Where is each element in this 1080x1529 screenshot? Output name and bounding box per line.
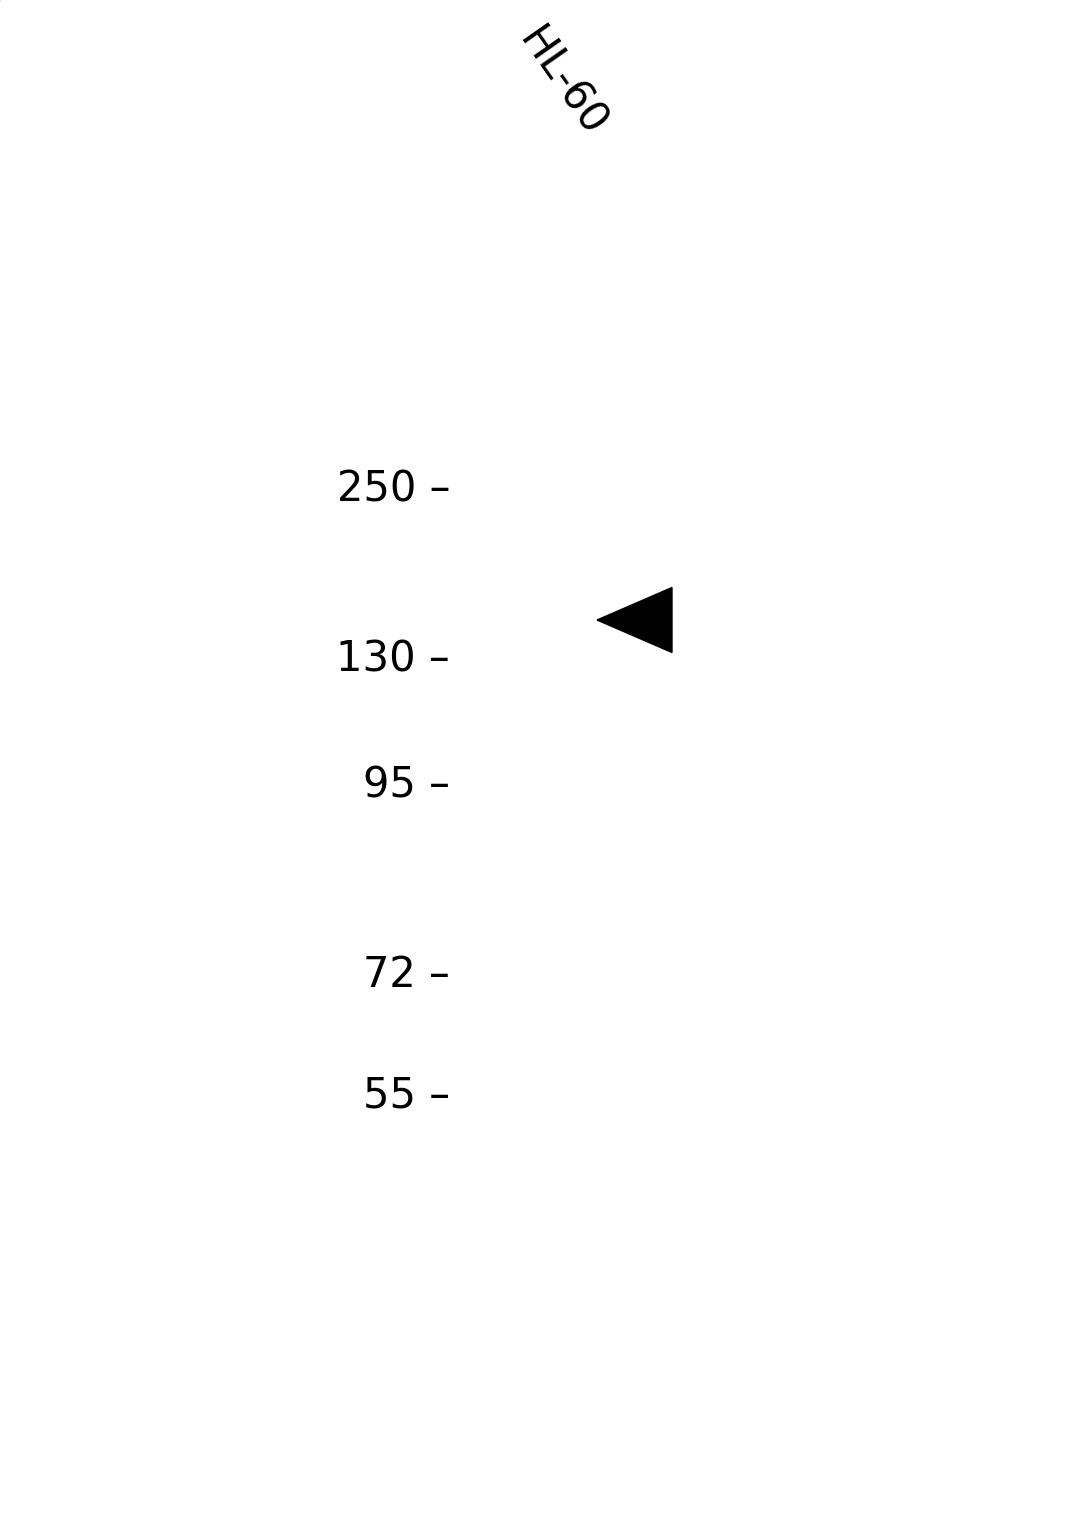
Text: 55 –: 55 – xyxy=(363,1073,450,1116)
Text: 250 –: 250 – xyxy=(337,469,450,511)
Text: 130 –: 130 – xyxy=(336,639,450,680)
Text: HL-60: HL-60 xyxy=(510,21,615,145)
Text: 72 –: 72 – xyxy=(363,954,450,995)
Text: 95 –: 95 – xyxy=(363,764,450,806)
Polygon shape xyxy=(597,587,672,653)
